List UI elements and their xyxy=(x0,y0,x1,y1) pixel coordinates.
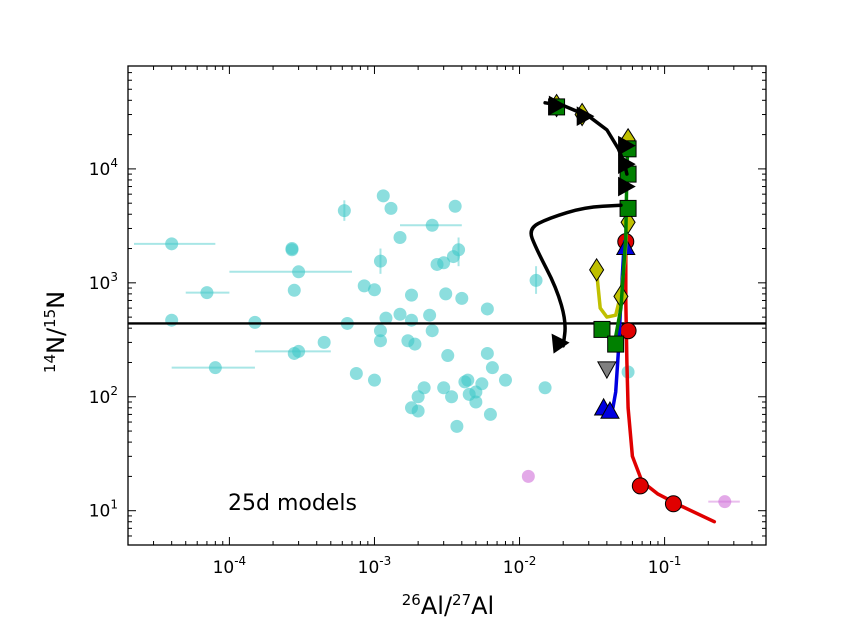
grain-point xyxy=(485,361,499,375)
grain-point xyxy=(357,279,371,293)
grain-point xyxy=(317,335,331,349)
x-tick-label: 10-2 xyxy=(503,554,537,578)
grain-point xyxy=(538,381,552,395)
grain-point xyxy=(469,395,483,409)
series-marker-red xyxy=(631,477,649,495)
grain-point xyxy=(376,189,390,203)
grain-point xyxy=(373,334,387,348)
series-marker-blue xyxy=(600,400,620,419)
grain-point xyxy=(423,308,437,322)
model-series xyxy=(529,93,717,524)
y-tick-label: 101 xyxy=(89,498,118,522)
grain-point xyxy=(367,283,381,297)
grain-point xyxy=(367,373,381,387)
x-tick-label: 10-4 xyxy=(213,554,247,578)
grain-point xyxy=(379,311,393,325)
grain-point xyxy=(411,404,425,418)
grain-point xyxy=(445,390,459,404)
series-marker-black xyxy=(618,154,636,175)
y-tick-label: 102 xyxy=(89,384,118,408)
y-tick-label: 104 xyxy=(89,156,118,180)
grain-point xyxy=(292,265,306,279)
x-axis-label: 26Al/27Al xyxy=(402,591,494,620)
grain-point xyxy=(337,204,351,218)
grain-point xyxy=(425,218,439,232)
grain-point xyxy=(461,373,475,387)
grain-point xyxy=(452,243,466,257)
grain-point xyxy=(417,381,431,395)
annotation-text: 25d models xyxy=(228,491,357,516)
series-marker-green xyxy=(619,199,637,217)
y-axis-label: 14N/15N xyxy=(41,291,70,373)
axis-ticks: 10-4 10-3 10-2 10-1 101 102 103 104 xyxy=(89,65,767,578)
arrow-head-black xyxy=(551,333,570,354)
grain-point xyxy=(529,273,543,287)
grain-point xyxy=(455,291,469,305)
grain-point xyxy=(287,346,301,360)
grain-point xyxy=(404,288,418,302)
grain-point xyxy=(437,381,451,395)
grain-point xyxy=(287,283,301,297)
grain-point-alt xyxy=(718,495,732,509)
grain-points xyxy=(134,189,740,509)
grain-point xyxy=(285,243,299,257)
series-marker-yellow xyxy=(589,257,605,282)
grain-point xyxy=(448,199,462,213)
grain-point xyxy=(393,307,407,321)
grain-point xyxy=(349,367,363,381)
series-marker-gray xyxy=(597,361,617,380)
grain-point xyxy=(498,373,512,387)
series-marker-green xyxy=(607,335,625,353)
grain-point xyxy=(441,349,455,363)
grain-point xyxy=(165,237,179,251)
grain-point xyxy=(437,256,451,270)
grain-point xyxy=(208,361,222,375)
series-marker-black xyxy=(618,176,636,197)
series-marker-red xyxy=(664,495,682,513)
grain-point xyxy=(373,254,387,268)
grain-point xyxy=(439,287,453,301)
series-marker-black xyxy=(618,135,636,156)
series-marker-green xyxy=(593,320,611,338)
x-tick-label: 10-3 xyxy=(358,554,392,578)
grain-point xyxy=(480,346,494,360)
grain-point-alt xyxy=(521,469,535,483)
grain-point xyxy=(480,302,494,316)
series-arrow-black xyxy=(529,203,623,348)
grain-point xyxy=(404,313,418,327)
grain-point xyxy=(475,377,489,391)
grain-point xyxy=(200,286,214,300)
grain-point xyxy=(425,324,439,338)
grain-point xyxy=(384,201,398,215)
series-marker-black xyxy=(576,106,595,127)
series-marker-black xyxy=(548,95,567,116)
y-tick-label: 103 xyxy=(89,270,118,294)
grain-point xyxy=(408,337,422,351)
grain-point xyxy=(165,313,179,327)
plot-frame xyxy=(127,65,767,546)
x-tick-label: 10-1 xyxy=(648,554,682,578)
y-axis-label-group: 14N/15N xyxy=(41,291,70,373)
grain-point xyxy=(393,230,407,244)
grain-point xyxy=(373,324,387,338)
grain-point xyxy=(450,419,464,433)
grain-point xyxy=(483,407,497,421)
